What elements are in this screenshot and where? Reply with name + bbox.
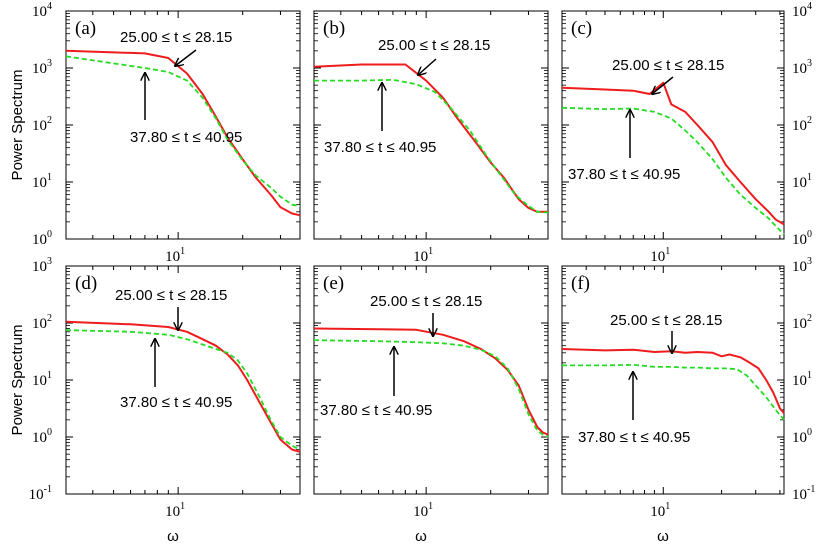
series-line-late <box>313 339 549 438</box>
y-tick-label: 101 <box>32 370 52 389</box>
x-tick-label: 101 <box>413 246 433 265</box>
annotation-early: 25.00 ≤ t ≤ 28.15 <box>378 37 490 54</box>
y-tick-label: 104 <box>792 1 812 20</box>
x-tick-label: 101 <box>650 501 670 520</box>
annotation-early: 25.00 ≤ t ≤ 28.15 <box>115 287 227 304</box>
y-tick-label: 103 <box>32 58 52 77</box>
y-tick-label: 10-1 <box>792 484 815 503</box>
panel-b: 101 (b) 25.00 ≤ t ≤ 28.15 37.80 ≤ t ≤ 40.95 <box>313 10 549 265</box>
panel-e: 101 (e) 25.00 ≤ t ≤ 28.15 37.80 ≤ t ≤ 40.95… <box>313 265 549 545</box>
series-line-early <box>65 49 301 217</box>
annotation-late: 37.80 ≤ t ≤ 40.95 <box>120 394 232 411</box>
y-tick-label: 103 <box>792 256 812 275</box>
series-line-early <box>313 63 548 213</box>
series-line-late <box>65 329 301 451</box>
annotation-late: 37.80 ≤ t ≤ 40.95 <box>130 129 242 146</box>
y-tick-label: 102 <box>792 313 812 332</box>
annotation-late: 37.80 ≤ t ≤ 40.95 <box>324 139 436 156</box>
panel-label: (d) <box>75 273 97 294</box>
y-tick-label: 103 <box>32 256 52 275</box>
annotation-late: 37.80 ≤ t ≤ 40.95 <box>568 166 680 183</box>
x-axis-label: ω <box>415 528 427 545</box>
annotation-arrow <box>652 76 674 94</box>
annotation-early: 25.00 ≤ t ≤ 28.15 <box>120 29 232 46</box>
annotation-early: 25.00 ≤ t ≤ 28.15 <box>610 312 722 329</box>
annotation-late: 37.80 ≤ t ≤ 40.95 <box>320 402 432 419</box>
panel-label: (b) <box>323 18 345 39</box>
series-line-early <box>313 327 549 436</box>
y-tick-label: 102 <box>32 313 52 332</box>
y-tick-label: 10-1 <box>29 484 52 503</box>
x-tick-label: 101 <box>650 246 670 265</box>
panel-d: 10-1 100 101 102 103 101 (d) 25.00 ≤ t ≤ 28.15 3… <box>9 256 301 545</box>
series-line-early <box>65 320 301 453</box>
series-line-late <box>561 106 785 236</box>
x-axis-label: ω <box>167 528 179 545</box>
y-axis-label: Power Spectrum <box>9 325 26 436</box>
panel-a: 100 101 102 103 104 101 (a) 25.00 ≤ t ≤ 28.15 37… <box>9 1 301 265</box>
annotation-early: 25.00 ≤ t ≤ 28.15 <box>370 293 482 310</box>
annotation-late: 37.80 ≤ t ≤ 40.95 <box>578 429 690 446</box>
panel-label: (a) <box>75 18 96 39</box>
x-tick-label: 101 <box>165 246 185 265</box>
y-tick-label: 102 <box>32 115 52 134</box>
annotation-arrow <box>175 49 197 66</box>
y-axis-label: Power Spectrum <box>9 70 26 181</box>
y-tick-label: 103 <box>792 58 812 77</box>
y-tick-label: 101 <box>792 172 812 191</box>
y-tick-label: 100 <box>32 427 52 446</box>
y-tick-label: 100 <box>792 229 812 248</box>
x-tick-label: 101 <box>413 501 433 520</box>
panel-f: 10-1 100 101 102 103 101 (f) 25.00 ≤ t ≤ 28.15 3… <box>561 256 815 545</box>
series-line-early <box>561 81 785 226</box>
y-tick-label: 100 <box>792 427 812 446</box>
y-tick-label: 100 <box>32 229 52 248</box>
series-line-late <box>562 363 785 421</box>
y-tick-label: 102 <box>792 115 812 134</box>
panel-label: (f) <box>571 273 590 294</box>
y-tick-label: 104 <box>32 1 52 20</box>
panel-label: (c) <box>571 18 592 39</box>
x-axis-label: ω <box>657 528 669 545</box>
series-line-early <box>561 348 785 414</box>
panel-c: 100 101 102 103 104 101 (c) 25.00 ≤ t ≤ 28.15 37… <box>561 1 812 265</box>
y-tick-label: 101 <box>792 370 812 389</box>
y-tick-label: 101 <box>32 172 52 191</box>
panel-label: (e) <box>323 273 344 294</box>
annotation-early: 25.00 ≤ t ≤ 28.15 <box>612 57 724 74</box>
series-line-late <box>65 55 301 207</box>
annotation-arrow <box>418 58 437 75</box>
x-tick-label: 101 <box>165 501 185 520</box>
